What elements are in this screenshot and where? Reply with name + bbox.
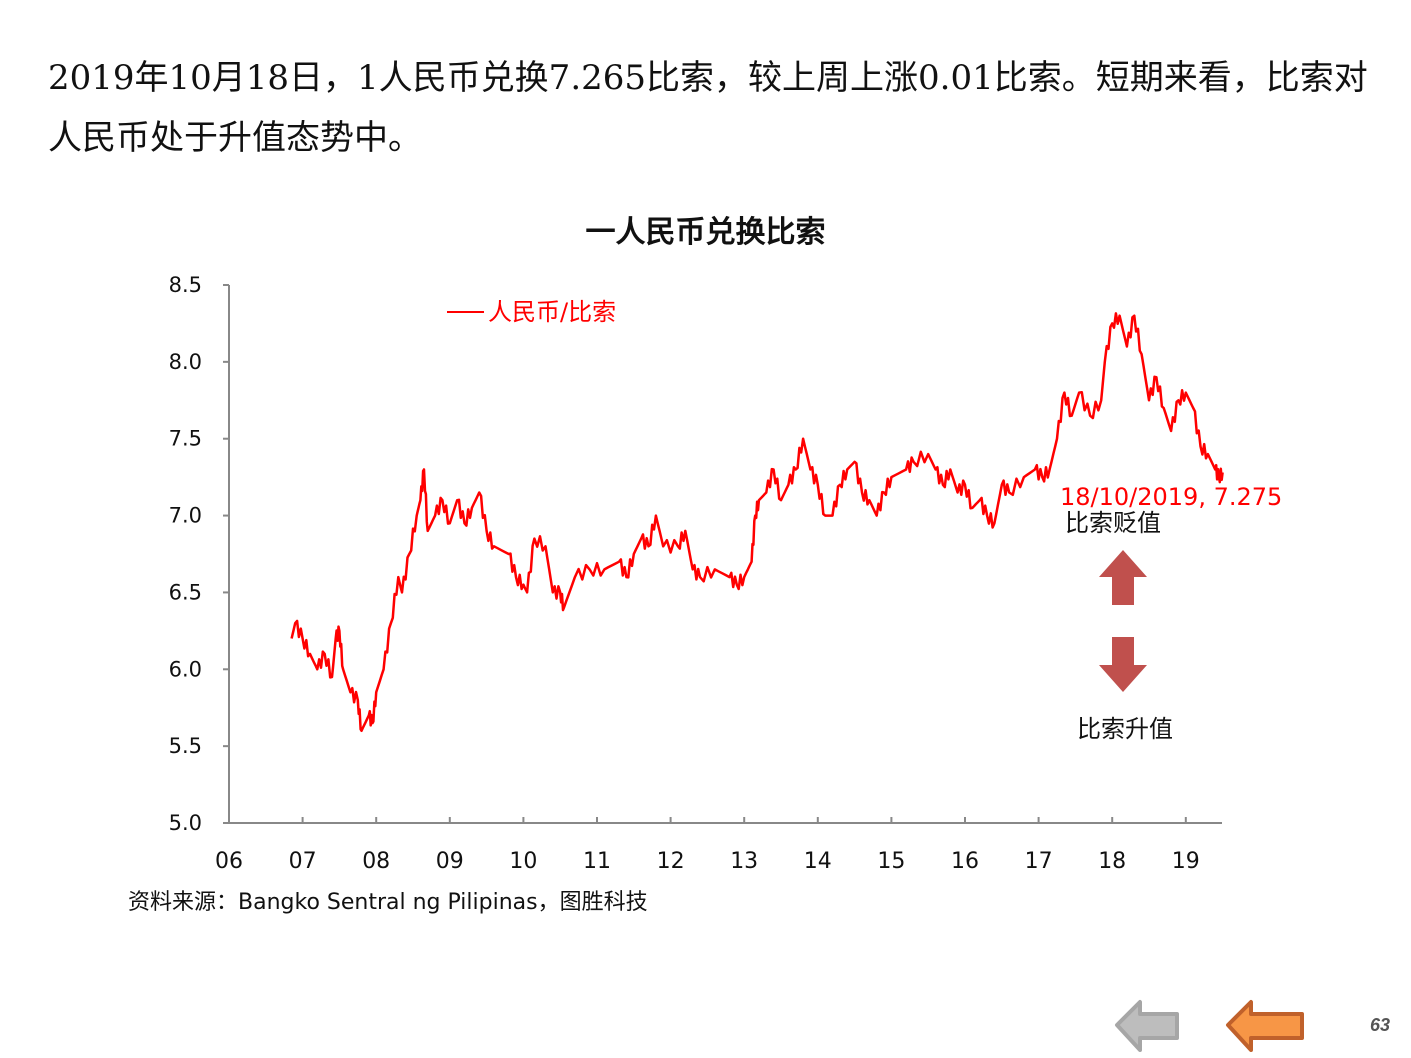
- arrow-left-icon[interactable]: [1226, 1000, 1304, 1052]
- legend-label: 人民币/比索: [488, 298, 616, 326]
- y-tick-label: 6.0: [169, 657, 202, 681]
- y-tick-label: 5.0: [169, 811, 202, 835]
- arrow-down-icon: [1099, 637, 1147, 692]
- source-note: 资料来源：Bangko Sentral ng Pilipinas，图胜科技: [128, 890, 648, 915]
- x-tick-label: 11: [583, 849, 611, 874]
- x-tick-label: 15: [877, 849, 905, 874]
- up-label: 比索贬值: [1065, 509, 1161, 537]
- down-label: 比索升值: [1077, 715, 1173, 743]
- x-tick-labels: 06 07 08 09 10 11 12 13 14 15 16 17 18 19: [215, 849, 1200, 874]
- x-tick-label: 06: [215, 849, 243, 874]
- prev-arrow-button[interactable]: [1115, 1000, 1179, 1052]
- y-tick-labels: 5.0 5.5 6.0 6.5 7.0 7.5 8.0 8.5: [169, 273, 202, 835]
- arrow-left-icon[interactable]: [1115, 1000, 1179, 1052]
- axes: [223, 284, 1222, 824]
- y-tick-label: 6.5: [169, 580, 202, 604]
- arrow-up-icon: [1099, 550, 1147, 605]
- series-line: [290, 312, 1224, 733]
- y-tick-label: 8.0: [169, 350, 202, 374]
- y-tick-label: 7.0: [169, 504, 202, 528]
- y-tick-label: 7.5: [169, 427, 202, 451]
- x-tick-label: 19: [1172, 849, 1200, 874]
- chart-title: 一人民币兑换比索: [585, 215, 826, 250]
- x-tick-label: 10: [509, 849, 537, 874]
- x-tick-label: 08: [362, 849, 390, 874]
- x-tick-label: 12: [657, 849, 685, 874]
- x-tick-label: 17: [1025, 849, 1053, 874]
- last-point-label: 18/10/2019, 7.275: [1060, 483, 1282, 511]
- y-tick-label: 8.5: [169, 273, 202, 297]
- page-number: 63: [1370, 1015, 1391, 1035]
- y-tick-label: 5.5: [169, 734, 202, 758]
- x-tick-label: 18: [1098, 849, 1126, 874]
- x-tick-label: 09: [436, 849, 464, 874]
- x-tick-label: 16: [951, 849, 979, 874]
- x-tick-label: 14: [804, 849, 832, 874]
- x-tick-label: 07: [289, 849, 317, 874]
- x-tick-label: 13: [730, 849, 758, 874]
- intro-text: 2019年10月18日，1人民币兑换7.265比索，较上周上涨0.01比索。短期…: [48, 58, 1368, 158]
- next-arrow-button[interactable]: [1226, 1000, 1304, 1052]
